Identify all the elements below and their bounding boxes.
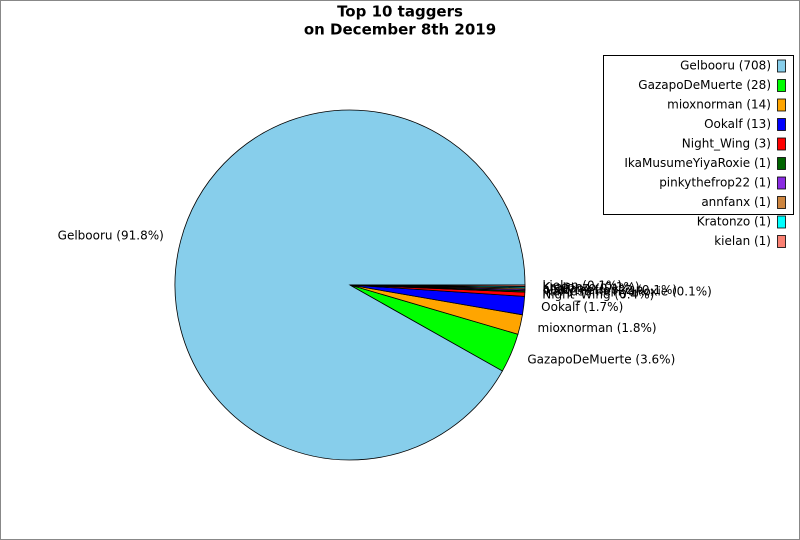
slice-label: pinkythefrop22 (0.1%) [542,283,677,297]
slice-label: Gelbooru (91.8%) [58,229,164,243]
slice-label: Ookalf (1.7%) [541,300,623,314]
legend-label: Kratonzo (1) [697,215,771,229]
legend-swatch [777,235,786,248]
legend-label: Ookalf (13) [704,117,771,131]
slice-label: kielan (0.1%) [542,278,622,292]
legend-swatch [777,118,786,131]
slice-label: Kratonzo (0.1%) [542,280,639,294]
legend-label: pinkythefrop22 (1) [659,176,771,190]
slice-label: annfanx (0.1%) [542,281,635,295]
legend-swatch [777,157,786,170]
legend-swatch [777,98,786,112]
slice-label: mioxnorman (1.8%) [538,321,657,335]
legend-swatch [777,137,786,151]
chart-title: Top 10 taggers [337,3,463,21]
legend-label: Night_Wing (3) [682,137,771,151]
legend-swatch [777,176,786,190]
legend-swatch [777,79,786,92]
legend-label: annfanx (1) [701,195,771,209]
legend-box [603,55,794,215]
slice-label: GazapoDeMuerte (3.6%) [527,352,675,366]
legend-label: GazapoDeMuerte (28) [638,78,771,92]
legend-label: mioxnorman (14) [667,98,771,112]
legend-label: Gelbooru (708) [680,59,771,73]
slice-label: IkaMusumeYiyaRoxie (0.1%) [542,285,711,299]
legend-label: IkaMusumeYiyaRoxie (1) [624,156,771,170]
legend-swatch [777,59,786,73]
legend-swatch [777,215,786,229]
legend-swatch [777,196,786,209]
pie-slice [349,284,526,287]
slice-label: Night_Wing (0.4%) [542,288,654,302]
chart-title: on December 8th 2019 [304,21,496,39]
legend-label: kielan (1) [714,234,771,248]
